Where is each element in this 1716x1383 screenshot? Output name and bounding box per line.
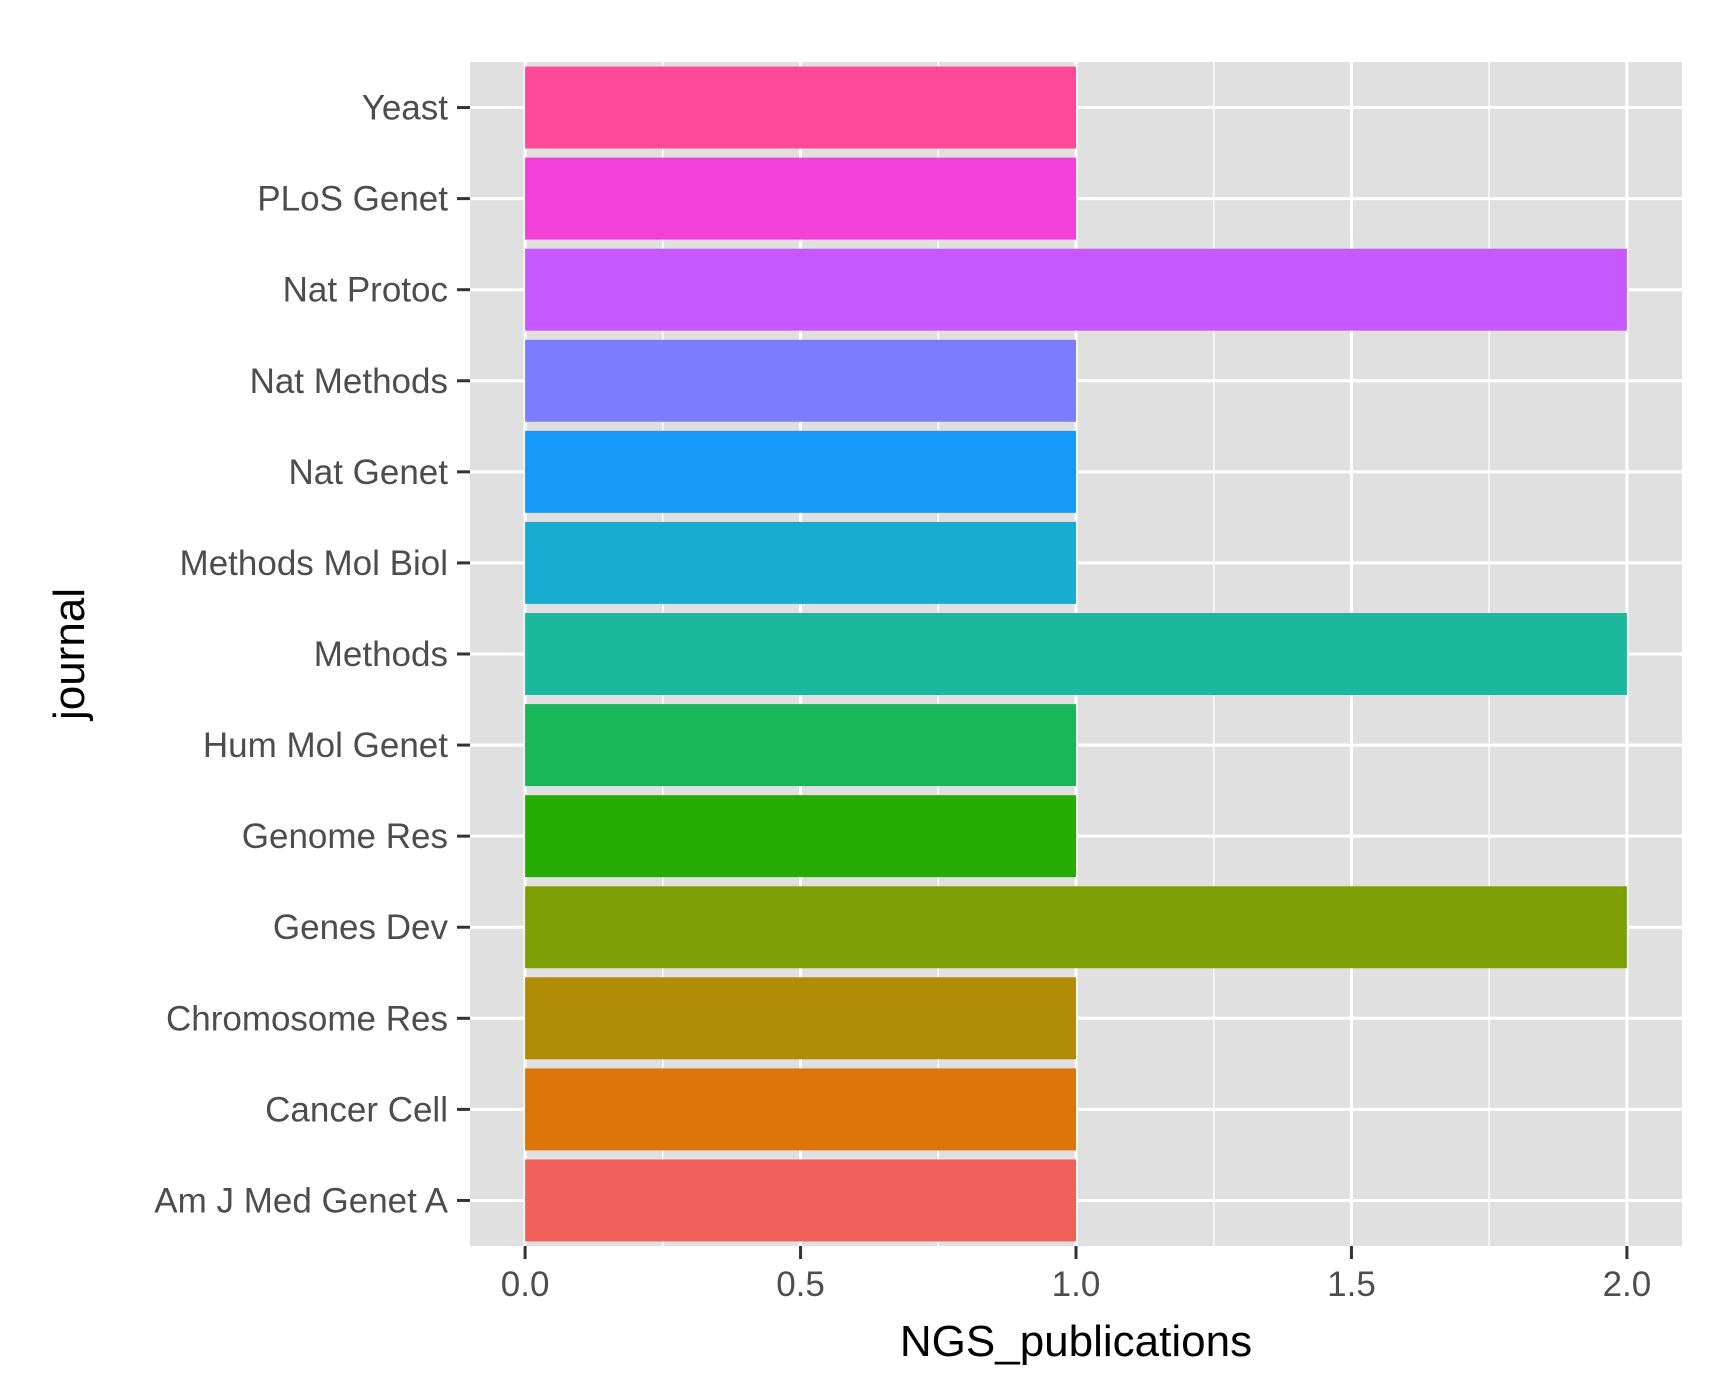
y-axis-title: journal	[45, 588, 94, 722]
bar	[525, 66, 1076, 149]
y-tick-label: Yeast	[362, 89, 449, 128]
x-tick-label: 1.5	[1327, 1265, 1376, 1304]
x-axis: 0.0 0.5 1.0 1.5 2.0	[501, 1246, 1651, 1304]
y-tick-label: Methods	[314, 635, 448, 674]
bar	[525, 613, 1627, 695]
y-tick-label: Hum Mol Genet	[203, 726, 448, 765]
y-tick-label: Methods Mol Biol	[180, 544, 448, 583]
bar	[525, 157, 1076, 240]
y-tick-label: Chromosome Res	[166, 999, 448, 1038]
bar	[525, 521, 1076, 604]
x-tick-label: 0.5	[776, 1265, 825, 1304]
x-tick-label: 0.0	[501, 1265, 550, 1304]
y-tick-label: Nat Protoc	[283, 271, 448, 310]
bar	[525, 704, 1076, 787]
bar	[525, 1068, 1076, 1151]
bar	[525, 977, 1076, 1060]
y-tick-label: Cancer Cell	[265, 1090, 448, 1129]
x-axis-title: NGS_publications	[900, 1317, 1252, 1366]
x-tick-label: 1.0	[1052, 1265, 1101, 1304]
bar	[525, 886, 1627, 969]
y-tick-label: Genes Dev	[273, 908, 449, 947]
y-tick-label: Am J Med Genet A	[154, 1181, 448, 1220]
x-tick-label: 2.0	[1603, 1265, 1652, 1304]
y-tick-label: PLoS Genet	[257, 180, 448, 219]
bar	[525, 430, 1076, 513]
y-tick-label: Nat Genet	[288, 453, 448, 492]
bars	[525, 66, 1627, 1242]
bar	[525, 339, 1076, 422]
bar	[525, 795, 1076, 878]
y-tick-label: Genome Res	[242, 817, 448, 856]
y-tick-label: Nat Methods	[250, 362, 448, 401]
y-axis: Am J Med Genet A Cancer Cell Chromosome Re…	[154, 89, 470, 1220]
bar	[525, 1159, 1076, 1242]
bar	[525, 248, 1627, 331]
